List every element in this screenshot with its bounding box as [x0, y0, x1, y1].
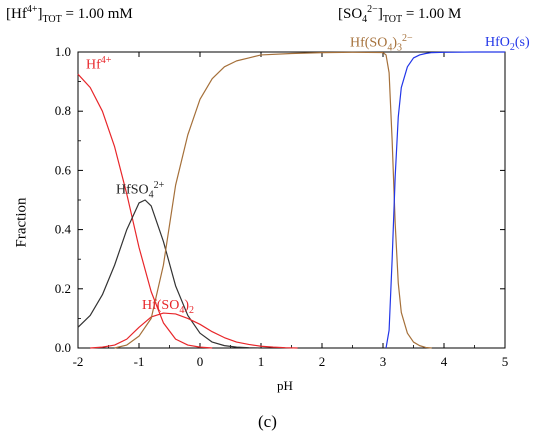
label-hfso42-tail: ) [184, 298, 190, 313]
figure-caption: (c) [258, 412, 277, 431]
label-hfso42-sub: 4 [179, 304, 185, 316]
label-hfo2-tail: (s) [514, 35, 530, 50]
x-axis-label: pH [277, 378, 293, 393]
label-hfso4: HfSO42+ [116, 180, 164, 200]
header-right-prefix: [SO [338, 6, 363, 22]
x-tick-label: 4 [441, 354, 448, 369]
label-hfo2: HfO2(s) [485, 35, 530, 53]
y-tick-label: 0.4 [55, 222, 72, 237]
x-tick-label: 3 [380, 354, 387, 369]
header-left-sup: 4+ [26, 4, 38, 15]
label-hfo2-base: HfO [485, 35, 510, 50]
label-hfso43-sup: 2− [402, 33, 413, 44]
total-hf-header: [Hf4+]TOT = 1.00 mM [6, 4, 133, 25]
label-hfso4-base: HfSO [116, 182, 149, 198]
label-hf4-base: Hf [86, 57, 101, 73]
header-left-prefix: [Hf [6, 6, 27, 22]
label-hfso43: Hf(SO4)32− [350, 33, 413, 53]
y-axis-label: Fraction [13, 197, 30, 248]
x-tick-label: 5 [502, 354, 509, 369]
header-right-value: = 1.00 M [405, 6, 462, 22]
x-tick-label: -2 [73, 354, 84, 369]
x-tick-label: 0 [197, 354, 204, 369]
header-right-bracket: ] [377, 6, 383, 22]
label-hfso42: Hf(SO4)2 [142, 298, 194, 316]
y-tick-label: 0.2 [55, 281, 71, 296]
total-so4-header: [SO42−]TOT = 1.00 M [338, 4, 461, 25]
label-hfso43-tail: ) [392, 35, 398, 51]
y-tick-label: 0.8 [55, 103, 71, 118]
y-tick-label: 0.6 [55, 162, 72, 177]
x-tick-label: 2 [319, 354, 326, 369]
header-right-sup: 2− [367, 4, 378, 15]
header-left-sub: TOT [42, 14, 62, 25]
label-hfo2-sub: 2 [509, 41, 515, 53]
series-hfo2 [385, 51, 505, 349]
x-tick-label: 1 [258, 354, 265, 369]
y-tick-label: 0.0 [55, 340, 71, 355]
label-hf4: Hf4+ [86, 55, 111, 74]
header-left-value: = 1.00 mM [65, 6, 133, 22]
label-hfso43-sub: 4 [387, 42, 393, 54]
label-hf4-sup: 4+ [100, 55, 112, 66]
series-hfso4-3 [114, 51, 432, 349]
header-right-sub2: TOT [382, 14, 403, 25]
label-hfso4-sup: 2+ [153, 180, 165, 191]
header-right-sub1: 4 [362, 14, 368, 25]
label-hfso43-sub2: 3 [397, 42, 403, 54]
y-tick-label: 1.0 [55, 44, 71, 59]
label-hfso43-base: Hf(SO [350, 35, 388, 51]
chart-axes: -2 -1 0 1 2 3 4 50.00.20.40.60.81.0 [55, 44, 509, 369]
series-hfso4 [77, 199, 262, 349]
x-tick-label: -1 [134, 354, 145, 369]
series-hf4 [77, 73, 213, 349]
chart-series [77, 51, 505, 349]
label-hfso42-sub2: 2 [189, 304, 195, 316]
header-left-bracket: ] [37, 6, 43, 22]
label-hfso42-base: Hf(SO [142, 298, 180, 313]
series-hfso4-2 [90, 312, 298, 349]
label-hfso4-sub: 4 [148, 189, 154, 201]
